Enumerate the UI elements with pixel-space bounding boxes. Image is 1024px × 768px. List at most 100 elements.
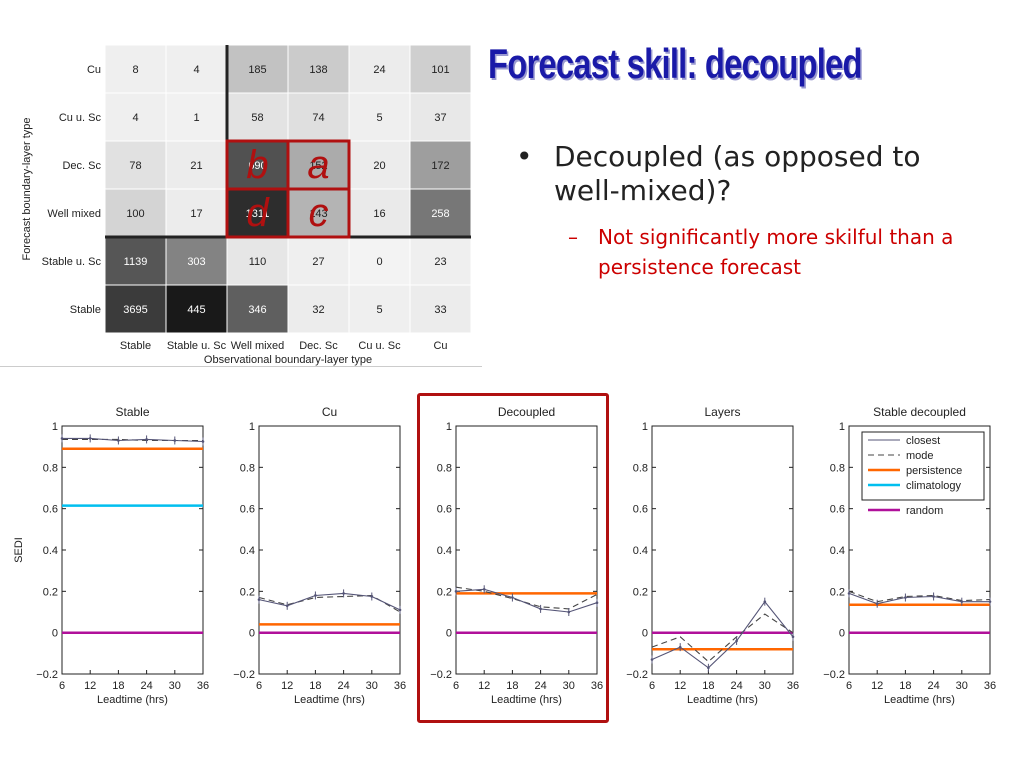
y-tick-label: 0.2	[43, 586, 58, 598]
heatmap-cell-value: 3695	[123, 304, 147, 316]
slide-title: Forecast skill: decoupled	[488, 40, 863, 87]
x-axis-label: Leadtime (hrs)	[97, 694, 168, 706]
heatmap-cell-value: 20	[373, 160, 385, 172]
x-tick-label: 36	[394, 680, 406, 692]
y-tick-label: 0.6	[240, 504, 255, 516]
heatmap-xlabel: Observational boundary-layer type	[204, 354, 372, 366]
heatmap-cell	[348, 92, 411, 142]
heatmap-cell-value: 27	[312, 256, 324, 268]
x-tick-label: 6	[453, 680, 459, 692]
x-tick-label: 6	[649, 680, 655, 692]
heatmap-cell-value: 74	[312, 112, 324, 124]
y-tick-label: 0.8	[240, 462, 255, 474]
heatmap-cell-value: 16	[373, 208, 385, 220]
heatmap-cell-value: 346	[248, 304, 266, 316]
x-tick-label: 12	[478, 680, 490, 692]
heatmap-cell	[104, 44, 167, 94]
heatmap-cell-value: 78	[129, 160, 141, 172]
heatmap-cell	[409, 140, 472, 190]
y-tick-label: 0	[52, 628, 58, 640]
heatmap-row-label: Dec. Sc	[62, 160, 101, 172]
heatmap-cell-value: 33	[434, 304, 446, 316]
data-point	[904, 596, 907, 599]
heatmap-cell-value: 690	[248, 160, 266, 172]
data-point	[650, 658, 654, 661]
data-point	[60, 437, 64, 440]
legend-label-random: random	[906, 505, 943, 517]
x-tick-label: 24	[730, 680, 742, 692]
y-tick-label: 0	[839, 628, 845, 640]
data-point	[88, 437, 92, 440]
heatmap-cell	[104, 92, 167, 142]
y-tick-label: −0.2	[626, 669, 648, 681]
heatmap-cell-value: 152	[309, 160, 327, 172]
data-point	[595, 601, 599, 604]
data-point	[398, 608, 402, 612]
bullet-dot: •	[516, 140, 533, 173]
heatmap-cell-value: 32	[312, 304, 324, 316]
x-tick-label: 36	[591, 680, 603, 692]
heatmap-cell-value: 185	[248, 64, 266, 76]
series-line-closest	[848, 592, 990, 605]
data-point	[847, 592, 851, 595]
sedi-line-charts: Stable −0.2 0 0.2 0.4 0.6 0.8 1 6 12 18 24 30 36 Leadt…	[13, 405, 996, 706]
line-panel-3: Layers −0.2 0 0.2 0.4 0.6 0.8 1 6 12 18 24 30 36 Leadt…	[626, 405, 799, 706]
divider-line	[0, 366, 482, 367]
heatmap-col-label: Stable	[120, 340, 151, 352]
y-tick-label: 1	[839, 421, 845, 433]
y-tick-label: 1	[642, 421, 648, 433]
data-point	[791, 635, 795, 639]
legend-label-mode: mode	[906, 450, 934, 462]
data-point	[707, 666, 710, 670]
heatmap-cell-value: 258	[431, 208, 449, 220]
data-point	[678, 645, 682, 649]
x-tick-label: 30	[169, 680, 181, 692]
data-point	[342, 592, 345, 595]
heatmap-cell-value: 1311	[246, 208, 270, 220]
heatmap-ylabel: Forecast boundary-layer type	[21, 117, 33, 260]
data-point	[257, 598, 261, 601]
x-tick-label: 24	[140, 680, 152, 692]
heatmap-annotation-d: d	[246, 191, 270, 235]
heatmap-col-label: Well mixed	[231, 340, 285, 352]
data-point	[173, 439, 177, 442]
data-point	[875, 602, 879, 606]
x-tick-label: 36	[984, 680, 996, 692]
x-axis-label: Leadtime (hrs)	[687, 694, 758, 706]
line-panel-2: Decoupled −0.2 0 0.2 0.4 0.6 0.8 1 6 12 18 24 30 36 Le…	[430, 405, 603, 706]
heatmap-row-label: Cu u. Sc	[59, 112, 102, 124]
heatmap-cell-value: 24	[373, 64, 385, 76]
x-tick-label: 36	[787, 680, 799, 692]
y-tick-label: 0.2	[437, 586, 452, 598]
x-axis-label: Leadtime (hrs)	[294, 694, 365, 706]
x-tick-label: 18	[899, 680, 911, 692]
line-panel-1: Cu −0.2 0 0.2 0.4 0.6 0.8 1 6 12 18 24 30 36 Leadtime …	[233, 405, 406, 706]
y-tick-label: 0.2	[633, 586, 648, 598]
legend-label-persistence: persistence	[906, 465, 962, 477]
x-tick-label: 24	[927, 680, 939, 692]
y-tick-label: 0.4	[43, 545, 58, 557]
heatmap-cell	[409, 284, 472, 334]
y-tick-label: 0.8	[43, 462, 58, 474]
data-point	[145, 438, 148, 441]
series-line-closest	[455, 588, 598, 613]
y-tick-label: 1	[446, 421, 452, 433]
heatmap-col-label: Cu u. Sc	[358, 340, 401, 352]
y-tick-label: −0.2	[233, 669, 255, 681]
heatmap-cell	[348, 140, 411, 190]
heatmap-cell-value: 110	[249, 256, 267, 268]
heatmap-row-label: Stable u. Sc	[42, 256, 102, 268]
series-line-mode	[651, 613, 794, 663]
data-point	[511, 596, 514, 599]
y-tick-label: 0.8	[830, 462, 845, 474]
sub-bullet-dash: –	[568, 225, 578, 249]
x-tick-label: 18	[506, 680, 518, 692]
y-axis-label: SEDI	[13, 537, 25, 563]
heatmap-cell-value: 21	[190, 160, 202, 172]
heatmap-cell-value: 5	[376, 304, 382, 316]
heatmap-cell-value: 445	[187, 304, 205, 316]
data-point	[285, 604, 289, 608]
y-tick-label: 0.4	[830, 545, 845, 557]
heatmap-row-label: Cu	[87, 64, 101, 76]
data-point	[932, 595, 935, 598]
